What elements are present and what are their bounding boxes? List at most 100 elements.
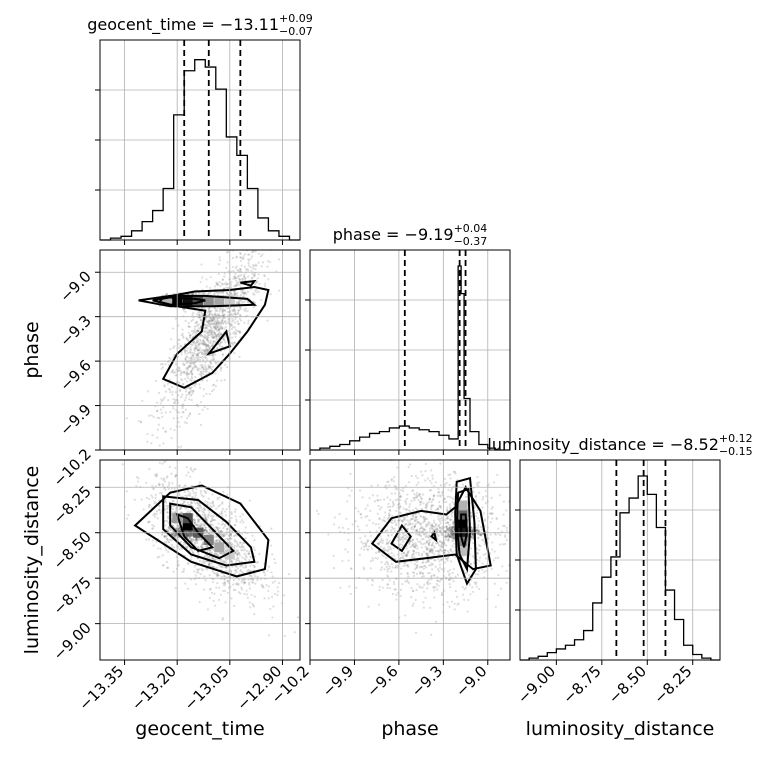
sample-point [243, 274, 245, 276]
sample-point [221, 533, 223, 535]
sample-point [284, 242, 286, 244]
sample-point [231, 336, 233, 338]
sample-point [213, 593, 215, 595]
sample-point [195, 342, 197, 344]
sample-point [267, 260, 269, 262]
title-text: geocent_time = −13.11 [87, 15, 279, 35]
sample-point [412, 497, 414, 499]
sample-point [152, 539, 154, 541]
sample-point [454, 472, 456, 474]
sample-point [422, 493, 424, 495]
sample-point [197, 337, 199, 339]
sample-point [204, 364, 206, 366]
sample-point [156, 402, 158, 404]
sample-point [476, 586, 478, 588]
sample-point [218, 336, 220, 338]
sample-point [158, 556, 160, 558]
sample-point [415, 589, 417, 591]
sample-point [412, 528, 414, 530]
sample-point [448, 574, 450, 576]
sample-point [236, 320, 238, 322]
sample-point [264, 574, 266, 576]
sample-point [187, 562, 189, 564]
sample-point [156, 469, 158, 471]
sample-point [424, 597, 426, 599]
sample-point [207, 329, 209, 331]
sample-point [146, 433, 148, 435]
sample-point [252, 264, 254, 266]
sample-point [350, 490, 352, 492]
sample-point [246, 245, 248, 247]
sample-point [192, 551, 194, 553]
sample-point [242, 258, 244, 260]
sample-point [234, 277, 236, 279]
sample-point [147, 390, 149, 392]
sample-point [168, 488, 170, 490]
sample-point [212, 342, 214, 344]
sample-point [225, 514, 227, 516]
sample-point [196, 539, 198, 541]
sample-point [240, 569, 242, 571]
sample-point [333, 523, 335, 525]
sample-point [199, 387, 201, 389]
sample-point [445, 538, 447, 540]
sample-point [162, 442, 164, 444]
sample-point [251, 219, 253, 221]
sample-point [437, 568, 439, 570]
sample-point [421, 566, 423, 568]
sample-point [254, 575, 256, 577]
sample-point [230, 597, 232, 599]
sample-point [367, 504, 369, 506]
sample-point [215, 385, 217, 387]
sample-point [172, 500, 174, 502]
sample-point [395, 510, 397, 512]
sample-point [387, 583, 389, 585]
sample-point [169, 466, 171, 468]
sample-point [444, 561, 446, 563]
sample-point [239, 295, 241, 297]
sample-point [205, 527, 207, 529]
sample-point [208, 307, 210, 309]
sample-point [189, 346, 191, 348]
sample-point [198, 503, 200, 505]
sample-point [366, 524, 368, 526]
sample-point [207, 501, 209, 503]
sample-point [424, 565, 426, 567]
title-minus: −0.15 [719, 445, 753, 458]
sample-point [168, 541, 170, 543]
sample-point [192, 470, 194, 472]
sample-point [433, 596, 435, 598]
sample-point [196, 369, 198, 371]
sample-point [164, 384, 166, 386]
sample-point [204, 356, 206, 358]
sample-point [267, 569, 269, 571]
sample-point [170, 473, 172, 475]
sample-point [333, 567, 335, 569]
title-minus: −0.07 [279, 25, 313, 38]
sample-point [404, 501, 406, 503]
sample-point [187, 471, 189, 473]
sample-point [164, 480, 166, 482]
sample-point [378, 603, 380, 605]
sample-point [463, 599, 465, 601]
sample-point [439, 567, 441, 569]
sample-point [195, 583, 197, 585]
sample-point [472, 591, 474, 593]
sample-point [236, 281, 238, 283]
sample-point [146, 497, 148, 499]
sample-point [166, 561, 168, 563]
sample-point [482, 507, 484, 509]
sample-point [374, 500, 376, 502]
sample-point [341, 560, 343, 562]
sample-point [390, 548, 392, 550]
sample-point [156, 473, 158, 475]
sample-point [201, 514, 203, 516]
sample-point [428, 579, 430, 581]
sample-point [386, 587, 388, 589]
sample-point [207, 408, 209, 410]
sample-point [455, 590, 457, 592]
sample-point [207, 344, 209, 346]
sample-point [171, 488, 173, 490]
sample-point [248, 243, 250, 245]
sample-point [386, 539, 388, 541]
